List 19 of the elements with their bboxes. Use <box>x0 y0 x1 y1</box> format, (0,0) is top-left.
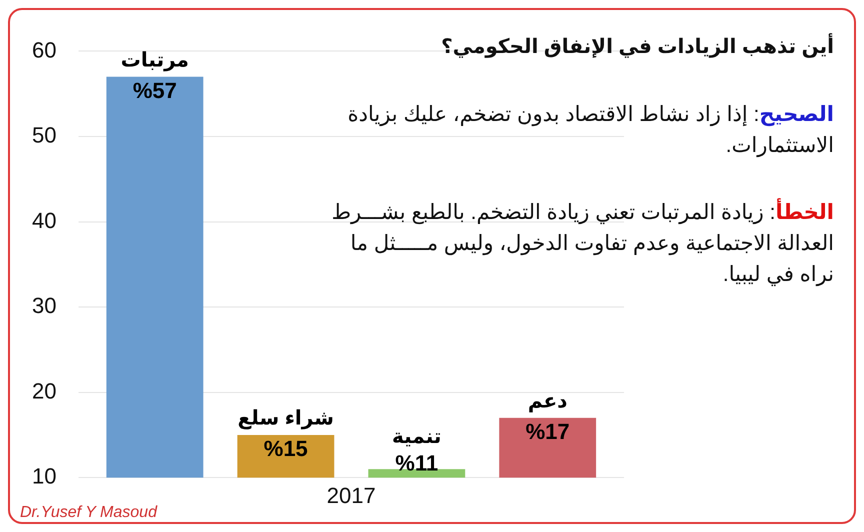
y-tick-label: 60 <box>32 37 56 62</box>
series-label: دعم <box>528 390 568 412</box>
text: Dr.Yusef Y Masoud <box>20 504 157 522</box>
annotation: الصحيح: إذا زاد نشاط الاقتصاد بدون تضخم، عليك بزيادة الاستثمارات. <box>346 102 834 160</box>
series-label: شراء سلع <box>238 407 334 430</box>
annotation: الخطأ: زيادة المرتبات تعني زيادة التضخم. بالطبع بشـــرط العدالة الاجتماعية وعدم تفاوت الدخول، وليس مـــــثل ما نراه في ليبيا. <box>330 197 834 288</box>
chart-title: أين تذهب الزيادات في الإنفاق الحكومي؟ <box>440 32 834 60</box>
y-tick-label: 50 <box>32 122 56 148</box>
x-tick-label: 2017 <box>326 482 376 508</box>
y-tick-label: 20 <box>32 378 56 404</box>
series-label: مرتبات <box>120 49 189 72</box>
data-label: %15 <box>264 436 308 462</box>
y-tick-label: 10 <box>32 464 56 489</box>
data-label: %11 <box>395 450 438 476</box>
data-label: %57 <box>132 78 177 103</box>
series-label: تنمية <box>392 426 442 448</box>
data-label: %17 <box>526 418 570 444</box>
y-tick-label: 40 <box>32 208 56 233</box>
y-tick-label: 30 <box>32 293 56 318</box>
